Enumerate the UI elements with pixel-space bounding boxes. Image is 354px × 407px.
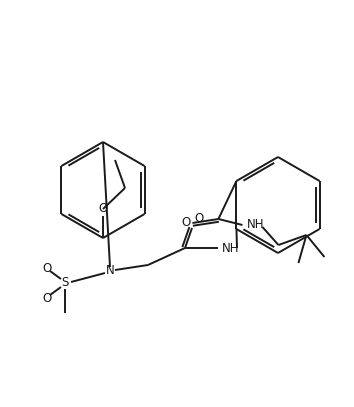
Text: NH: NH bbox=[246, 219, 264, 232]
Text: O: O bbox=[42, 291, 52, 304]
Text: NH: NH bbox=[222, 241, 240, 254]
Text: S: S bbox=[61, 276, 69, 289]
Text: O: O bbox=[194, 212, 203, 225]
Text: O: O bbox=[42, 262, 52, 274]
Text: O: O bbox=[98, 202, 108, 215]
Text: O: O bbox=[181, 217, 190, 230]
Text: N: N bbox=[105, 263, 114, 276]
